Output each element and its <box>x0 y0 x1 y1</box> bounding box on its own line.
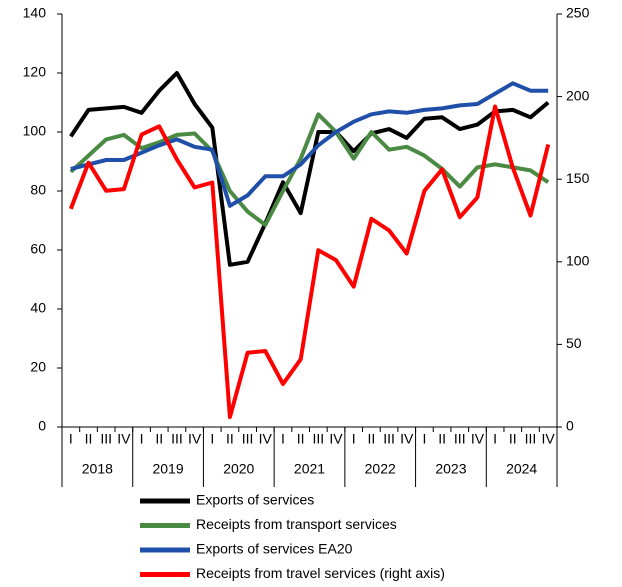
x-tick-label: III <box>242 431 254 447</box>
legend-label: Receipts from transport services <box>196 516 397 532</box>
x-tick-label: IV <box>117 431 131 447</box>
x-tick-label: III <box>383 431 395 447</box>
x-tick-label: II <box>367 431 375 447</box>
y-tick-label: 20 <box>30 359 46 375</box>
year-label: 2021 <box>294 461 325 477</box>
x-tick-label: IV <box>400 431 414 447</box>
y-tick-label: 60 <box>30 241 46 257</box>
x-tick-label: III <box>100 431 112 447</box>
x-tick-label: III <box>454 431 466 447</box>
year-label: 2020 <box>223 461 254 477</box>
x-tick-label: III <box>171 431 183 447</box>
y-tick-label: 40 <box>30 300 46 316</box>
x-tick-label: I <box>210 431 214 447</box>
x-tick-label: I <box>281 431 285 447</box>
y-tick-label: 100 <box>23 123 47 139</box>
x-tick-label: II <box>438 431 446 447</box>
legend-label: Receipts from travel services (right axi… <box>196 565 445 581</box>
x-tick-label: I <box>140 431 144 447</box>
x-tick-label: IV <box>259 431 273 447</box>
series-line <box>69 71 550 267</box>
y2-tick-label: 0 <box>566 418 574 434</box>
y2-tick-label: 150 <box>566 170 590 186</box>
x-tick-label: II <box>85 431 93 447</box>
x-tick-label: II <box>509 431 517 447</box>
series-line <box>69 112 550 227</box>
y-tick-label: 0 <box>38 418 46 434</box>
x-tick-label: I <box>493 431 497 447</box>
y2-tick-label: 250 <box>566 5 590 21</box>
year-label: 2022 <box>365 461 396 477</box>
x-tick-label: I <box>352 431 356 447</box>
y2-tick-label: 100 <box>566 253 590 269</box>
x-tick-label: IV <box>188 431 202 447</box>
y-tick-label: 80 <box>30 182 46 198</box>
x-tick-label: III <box>313 431 325 447</box>
series-line <box>68 104 551 420</box>
series-line <box>70 81 549 208</box>
x-tick-label: I <box>422 431 426 447</box>
x-tick-label: IV <box>329 431 343 447</box>
x-tick-label: IV <box>542 431 556 447</box>
x-tick-label: IV <box>471 431 485 447</box>
year-label: 2018 <box>82 461 113 477</box>
x-tick-label: II <box>155 431 163 447</box>
year-label: 2024 <box>506 461 537 477</box>
year-label: 2023 <box>435 461 466 477</box>
y-tick-label: 120 <box>23 64 47 80</box>
y-tick-label: 140 <box>23 5 47 21</box>
y2-tick-label: 200 <box>566 87 590 103</box>
year-label: 2019 <box>152 461 183 477</box>
x-tick-label: II <box>226 431 234 447</box>
x-tick-label: II <box>297 431 305 447</box>
x-tick-label: I <box>69 431 73 447</box>
y2-tick-label: 50 <box>566 335 582 351</box>
legend-label: Exports of services <box>196 492 314 508</box>
x-tick-label: III <box>525 431 537 447</box>
legend-label: Exports of services EA20 <box>196 541 353 557</box>
